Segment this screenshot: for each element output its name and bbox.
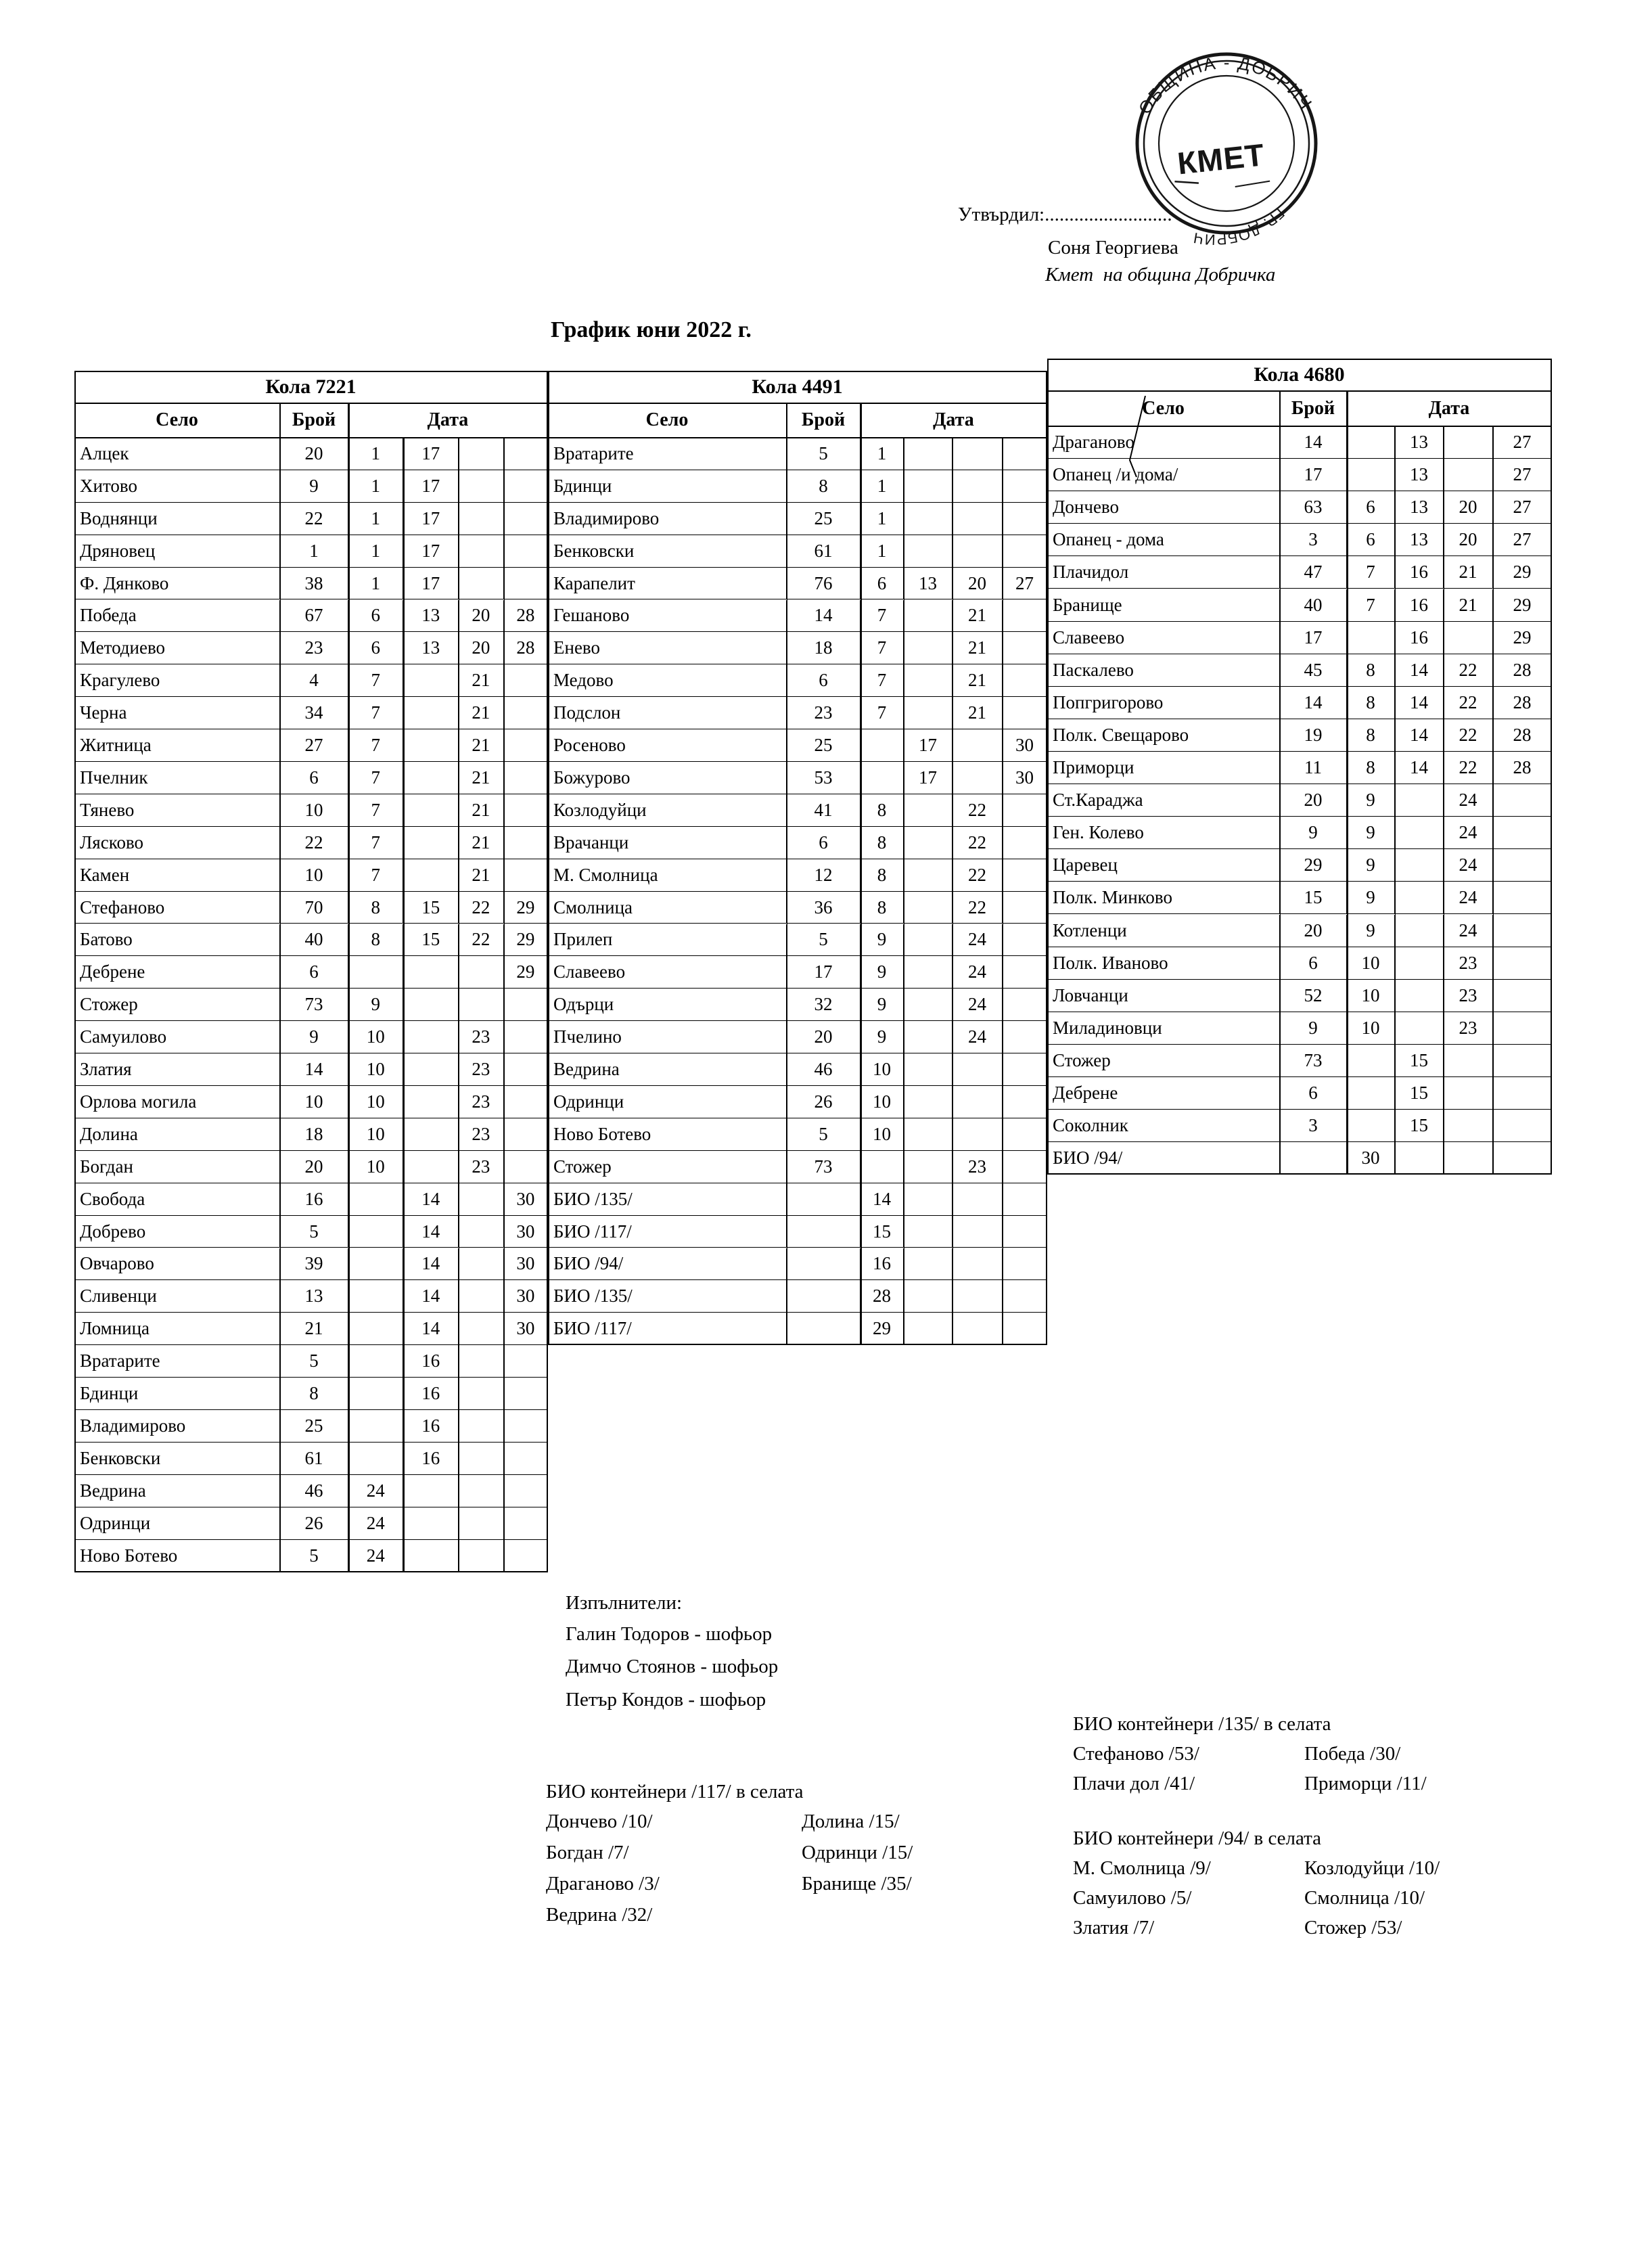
svg-text:ОБЩИНА - ДОБРИЧ: ОБЩИНА - ДОБРИЧ [1134,52,1317,118]
svg-text:ГР. ДОБРИЧ: ГР. ДОБРИЧ [1191,205,1287,248]
svg-text:КМЕТ: КМЕТ [1176,137,1266,181]
